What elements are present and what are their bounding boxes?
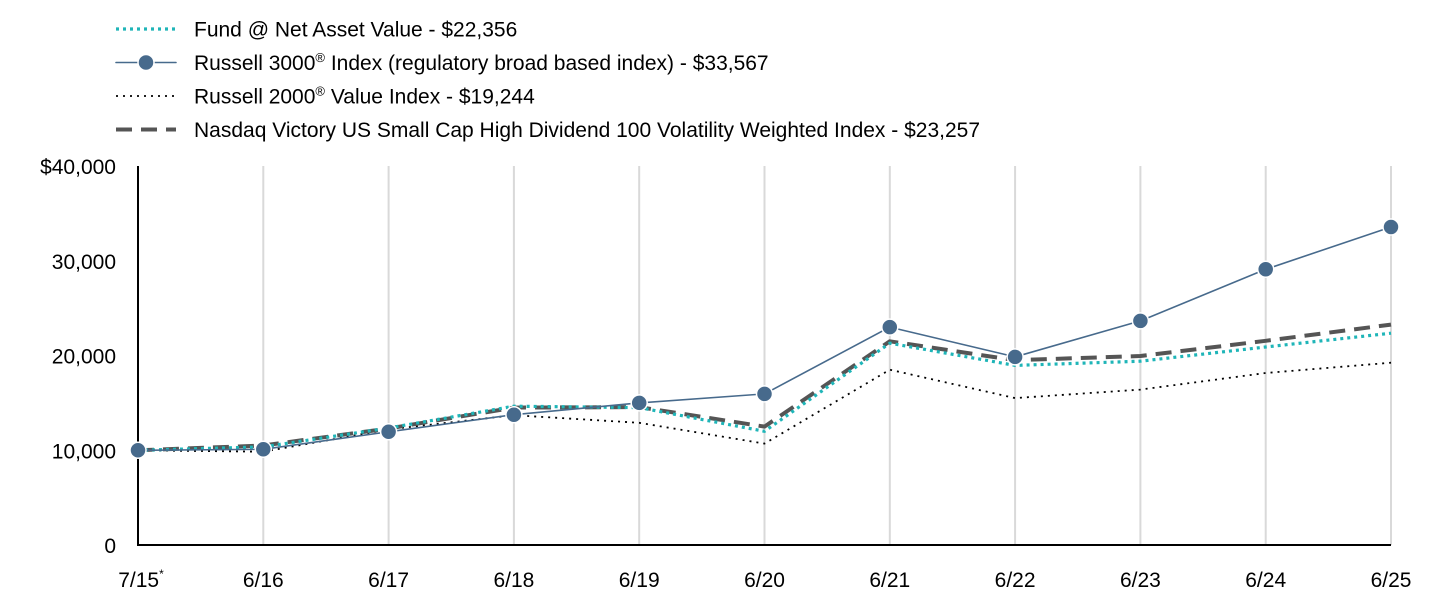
x-tick-label-text: 6/17 [368,569,409,592]
legend-label-2: Russell 3000® Index (regulatory broad ba… [194,50,769,75]
legend-marker-2 [137,53,155,72]
x-tick-label-text: 7/15 [118,569,159,592]
x-tick-label: 7/15* [118,567,164,592]
y-tick-label: 10,000 [52,440,116,463]
x-tick-label: 6/17 [368,569,409,592]
registered-mark: ® [315,50,325,65]
legend-text-part: Fund @ Net Asset Value - $22,356 [194,19,517,42]
x-tick-label: 6/21 [869,569,910,592]
series-2-point-6-23 [1131,312,1150,330]
y-tick-label: 20,000 [52,346,116,369]
x-tick-label-text: 6/19 [619,569,660,592]
series-2-point-6-21 [881,318,899,336]
series-2-point-6-19 [630,394,648,412]
series-2-point-6-16 [254,440,273,459]
series-2-point-6-18 [505,405,523,424]
x-tick-label-text: 6/20 [744,569,785,592]
series-line-1 [137,331,1392,452]
x-tick-label-text: 6/21 [869,569,910,592]
series-2-point-7-15 [129,441,147,459]
legend-label-4: Nasdaq Victory US Small Cap High Dividen… [194,119,980,142]
legend-text-part: Index (regulatory broad based index) - $… [325,52,769,75]
registered-mark: ® [315,84,325,99]
series-2-point-6-17 [379,423,398,441]
x-tick-label: 6/22 [995,569,1036,592]
gridlines [262,166,1392,545]
x-tick-footnote-marker: * [159,567,164,581]
series-lines [137,226,1392,453]
x-tick-label: 6/20 [744,569,785,592]
legend-text-part: Nasdaq Victory US Small Cap High Dividen… [194,119,980,142]
x-tick-label-text: 6/25 [1371,569,1412,592]
x-tick-label: 6/24 [1245,569,1286,592]
legend-text-part: Russell 2000 [194,86,315,109]
axes [137,166,1391,546]
x-tick-label: 6/16 [243,569,284,592]
y-tick-label: $40,000 [40,156,116,179]
y-tick-label: 0 [104,535,116,558]
legend-label-3: Russell 2000® Value Index - $19,244 [194,84,535,109]
series-markers [129,218,1400,459]
x-tick-label: 6/25 [1371,569,1412,592]
x-tick-label: 6/19 [619,569,660,592]
x-tick-label-text: 6/22 [995,569,1036,592]
series-2-point-6-25 [1382,218,1400,236]
series-2-point-6-24 [1256,260,1275,279]
x-tick-label-text: 6/18 [493,569,534,592]
legend-text-part: Value Index - $19,244 [325,86,535,109]
series-2-point-6-22 [1006,348,1024,366]
legend-text-part: Russell 3000 [194,52,315,75]
x-tick-label-text: 6/23 [1120,569,1161,592]
x-tick-label: 6/23 [1120,569,1161,592]
legend: Fund @ Net Asset Value - $22,356 Russell … [115,19,980,142]
legend-label-1: Fund @ Net Asset Value - $22,356 [194,19,517,42]
x-tick-label-text: 6/16 [243,569,284,592]
x-tick-label: 6/18 [493,569,534,592]
x-tick-label-text: 6/24 [1245,569,1286,592]
y-tick-label: 30,000 [52,251,116,274]
series-line-4 [137,322,1392,453]
tick-labels: 0 10,000 20,000 30,000 $40,000 7/15* 6/16 6/17 6… [40,156,1411,592]
series-2-point-6-20 [755,385,774,403]
